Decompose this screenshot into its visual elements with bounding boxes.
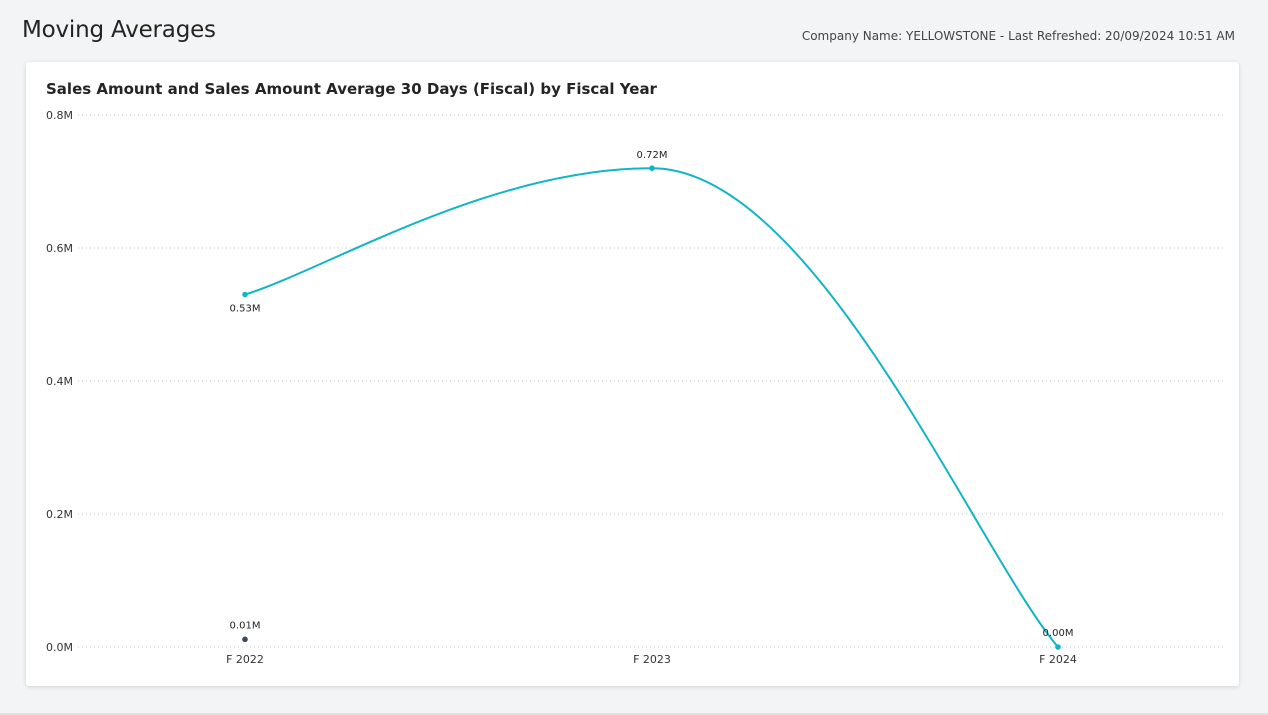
line-point (1055, 644, 1061, 650)
line-point (242, 291, 248, 298)
y-tick-label: 0.4M (46, 375, 73, 388)
line-point (649, 165, 655, 171)
refresh-info: Company Name: YELLOWSTONE - Last Refresh… (801, 29, 1235, 43)
y-tick-label: 0.8M (46, 109, 73, 122)
chart-title: Sales Amount and Sales Amount Average 30… (46, 80, 657, 98)
y-tick-label: 0.6M (46, 242, 73, 255)
y-tick-label: 0.0M (46, 641, 73, 654)
data-label: 0.00M (1043, 628, 1074, 639)
line-chart: 0.0M 0.2M 0.4M 0.6M 0.8M F 2022 F 2023 F 2024 0.… (46, 109, 1224, 666)
data-label: 0.53M (230, 304, 261, 315)
x-tick-label: F 2023 (633, 653, 671, 666)
marker-point (242, 636, 248, 643)
x-tick-label: F 2024 (1039, 653, 1077, 666)
data-label: 0.01M (230, 620, 261, 631)
x-tick-label: F 2022 (226, 653, 264, 666)
bottom-divider (0, 713, 1268, 715)
data-label: 0.72M (637, 150, 668, 161)
series-line-sales-average (244, 167, 1059, 648)
y-tick-label: 0.2M (46, 508, 73, 521)
page-title: Moving Averages (22, 17, 216, 43)
chart-card[interactable]: Sales Amount and Sales Amount Average 30… (26, 62, 1239, 686)
